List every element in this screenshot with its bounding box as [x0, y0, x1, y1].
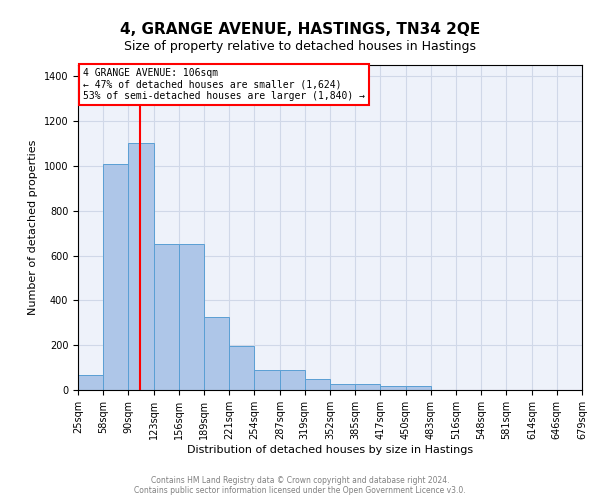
Bar: [179, 244, 205, 390]
Bar: [406, 386, 431, 390]
Text: Contains HM Land Registry data © Crown copyright and database right 2024.
Contai: Contains HM Land Registry data © Crown c…: [134, 476, 466, 495]
Text: Size of property relative to detached houses in Hastings: Size of property relative to detached ho…: [124, 40, 476, 53]
Bar: [103, 164, 128, 390]
Bar: [355, 384, 380, 390]
Bar: [330, 384, 355, 390]
Bar: [205, 317, 229, 390]
Bar: [305, 379, 330, 390]
Text: 4, GRANGE AVENUE, HASTINGS, TN34 2QE: 4, GRANGE AVENUE, HASTINGS, TN34 2QE: [120, 22, 480, 38]
Bar: [154, 244, 179, 390]
Bar: [254, 370, 280, 390]
Bar: [229, 346, 254, 390]
Bar: [280, 370, 305, 390]
X-axis label: Distribution of detached houses by size in Hastings: Distribution of detached houses by size …: [187, 444, 473, 454]
Bar: [128, 144, 154, 390]
Bar: [380, 386, 406, 390]
Bar: [78, 376, 103, 390]
Text: 4 GRANGE AVENUE: 106sqm
← 47% of detached houses are smaller (1,624)
53% of semi: 4 GRANGE AVENUE: 106sqm ← 47% of detache…: [83, 68, 365, 102]
Y-axis label: Number of detached properties: Number of detached properties: [28, 140, 38, 315]
